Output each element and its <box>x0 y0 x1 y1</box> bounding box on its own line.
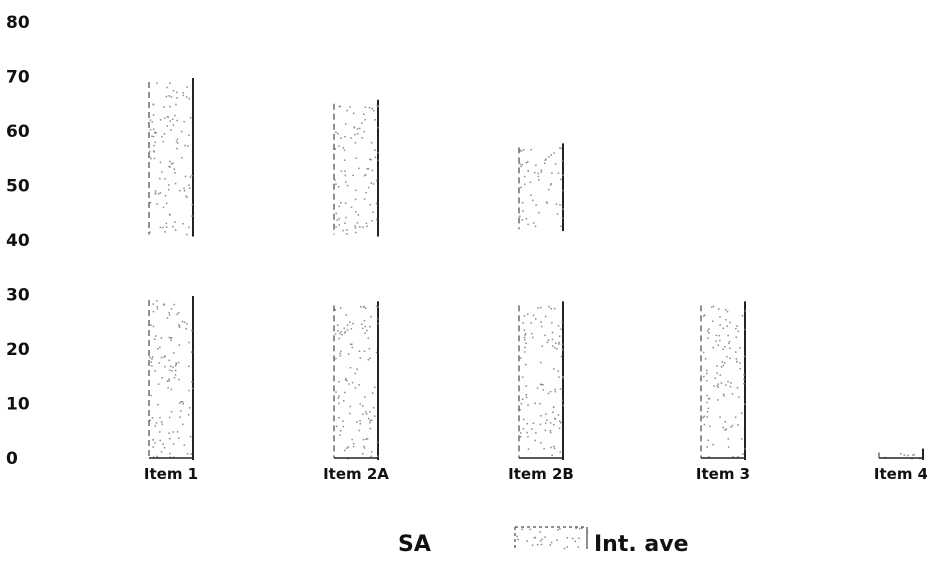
bar-sa-item-1-texture <box>149 82 193 236</box>
x-tick-label: Item 1 <box>144 465 198 483</box>
y-tick-label: 80 <box>6 13 30 33</box>
y-tick-label: 30 <box>6 286 30 306</box>
legend-label-sa: SA <box>398 532 431 557</box>
x-tick-label: Item 2A <box>323 465 389 483</box>
bar-int-ave-item-2a-fill <box>334 305 378 458</box>
bar-int-ave-item-2b-texture <box>519 305 564 456</box>
legend-label-int-ave: Int. ave <box>594 532 689 557</box>
bar-sa-item-2a <box>333 99 380 237</box>
bar-sa-item-2b <box>518 143 564 232</box>
x-tick-label: Item 4 <box>874 465 927 483</box>
bar-int-ave-item-2b <box>518 301 564 460</box>
y-tick-label: 60 <box>6 122 30 142</box>
bar-int-ave-item-4-fill <box>879 452 923 458</box>
bar-int-ave-item-1 <box>148 295 194 460</box>
bar-sa-item-2b-fill <box>519 147 563 230</box>
bar-int-ave-item-2b-fill <box>519 305 563 458</box>
y-tick-label: 10 <box>6 395 30 415</box>
y-tick-label: 40 <box>6 231 30 251</box>
bar-sa-item-1-fill <box>149 81 193 235</box>
legend-swatch-int-ave <box>514 526 589 550</box>
y-axis: 0 10 20 30 40 50 60 70 80 <box>6 13 30 469</box>
x-axis: Item 1 Item 2A Item 2B Item 3 Item 4 <box>144 465 927 483</box>
x-tick-label: Item 2B <box>508 465 574 483</box>
bar-int-ave-item-2a-texture <box>334 305 380 460</box>
bar-int-ave-item-3-texture <box>702 305 747 458</box>
y-tick-label: 20 <box>6 340 30 360</box>
bars <box>148 77 924 460</box>
bar-int-ave-item-1-fill <box>149 299 193 458</box>
legend: SA Int. ave <box>398 526 689 557</box>
bar-int-ave-item-2a <box>333 301 380 460</box>
x-tick-label: Item 3 <box>696 465 750 483</box>
bar-sa-item-2a-fill <box>334 103 378 235</box>
bar-sa-item-2b-texture <box>519 147 564 228</box>
y-tick-label: 0 <box>6 449 18 469</box>
bar-int-ave-item-1-texture <box>149 300 194 458</box>
bar-int-ave-item-3 <box>700 301 747 460</box>
y-tick-label: 70 <box>6 68 30 88</box>
bar-sa-item-2a-texture <box>334 104 380 235</box>
y-tick-label: 50 <box>6 177 30 197</box>
bar-sa-item-1 <box>148 77 194 237</box>
